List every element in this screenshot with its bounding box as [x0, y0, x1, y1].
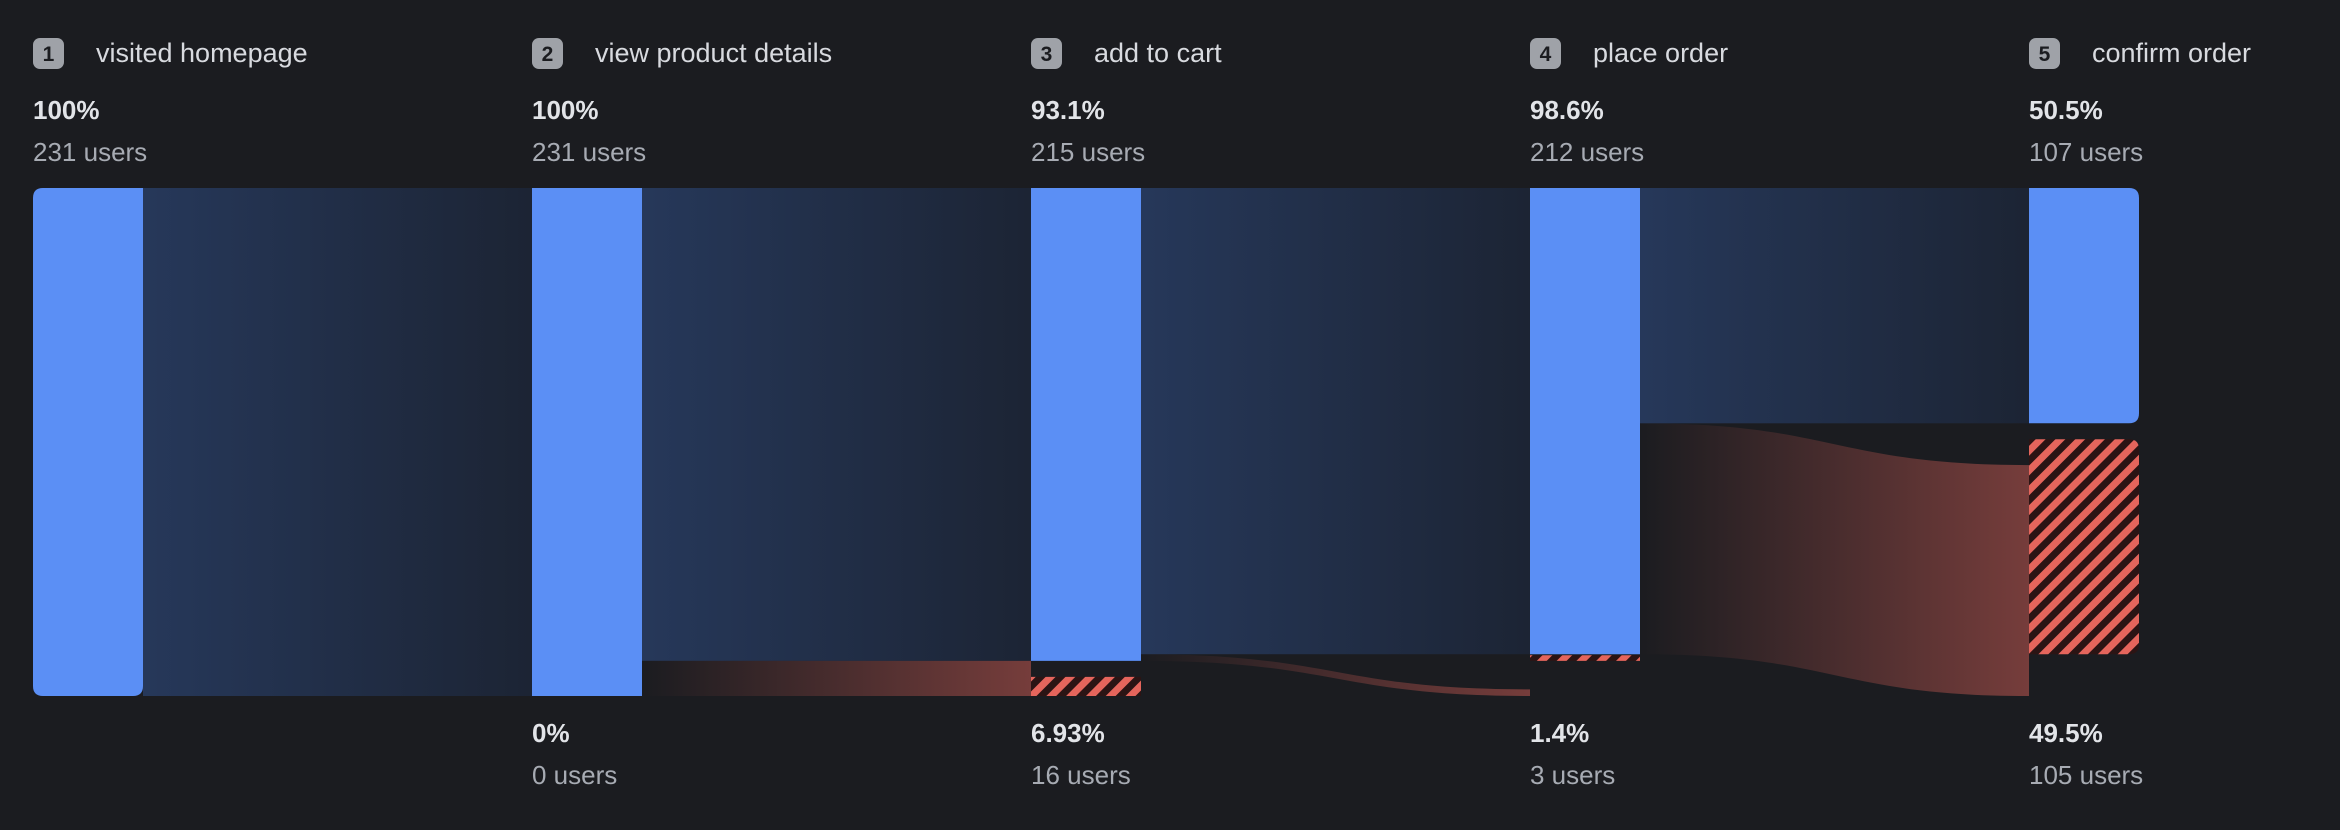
step-percent-5: 50.5%	[2029, 95, 2103, 125]
step-badge-2	[532, 38, 563, 69]
bar-layer	[33, 188, 2139, 696]
step-number-4: 4	[1540, 43, 1552, 66]
step-percent-2: 100%	[532, 95, 599, 125]
bar-converted-step-3[interactable]	[1031, 188, 1141, 661]
flow-converted-4-5	[1640, 188, 2029, 424]
bar-converted-step-2[interactable]	[532, 188, 642, 696]
step-number-2: 2	[542, 43, 554, 66]
drop-users-4: 3 users	[1530, 760, 1615, 790]
drop-percent-4: 1.4%	[1530, 718, 1589, 748]
step-badge-4	[1530, 38, 1561, 69]
step-number-5: 5	[2039, 43, 2051, 66]
step-name-3: add to cart	[1094, 38, 1222, 68]
label-layer: 1 visited homepage 100% 231 users 2 view prod…	[33, 38, 2251, 790]
flow-converted-3-4	[1141, 188, 1530, 655]
bar-converted-step-1[interactable]	[33, 188, 143, 696]
bar-dropped-step-3[interactable]	[1031, 676, 1141, 696]
step-percent-4: 98.6%	[1530, 95, 1604, 125]
step-badge-3	[1031, 38, 1062, 69]
flow-dropped-4-5	[1640, 423, 2029, 696]
step-badge-5	[2029, 38, 2060, 69]
step-name-2: view product details	[595, 38, 832, 68]
drop-users-3: 16 users	[1031, 760, 1131, 790]
drop-users-2: 0 users	[532, 760, 617, 790]
step-name-1: visited homepage	[96, 38, 308, 68]
step-users-1: 231 users	[33, 137, 147, 167]
flow-dropped-3-4	[1141, 654, 1530, 696]
bar-converted-step-4[interactable]	[1530, 188, 1640, 655]
step-users-3: 215 users	[1031, 137, 1145, 167]
step-badge-1	[33, 38, 64, 69]
flow-converted-2-3	[642, 188, 1031, 661]
flow-dropped-2-3	[642, 660, 1031, 696]
step-name-4: place order	[1593, 38, 1728, 68]
step-users-2: 231 users	[532, 137, 646, 167]
step-number-3: 3	[1041, 43, 1053, 66]
flow-layer	[143, 188, 2029, 696]
bar-dropped-step-5[interactable]	[2029, 439, 2139, 655]
step-users-5: 107 users	[2029, 137, 2143, 167]
step-percent-3: 93.1%	[1031, 95, 1105, 125]
flow-converted-1-2	[143, 188, 532, 696]
drop-users-5: 105 users	[2029, 760, 2143, 790]
step-percent-1: 100%	[33, 95, 100, 125]
drop-percent-5: 49.5%	[2029, 718, 2103, 748]
step-name-5: confirm order	[2092, 38, 2251, 68]
step-users-4: 212 users	[1530, 137, 1644, 167]
bar-converted-step-5[interactable]	[2029, 188, 2139, 424]
bar-dropped-step-4[interactable]	[1530, 655, 1640, 661]
drop-percent-3: 6.93%	[1031, 718, 1105, 748]
drop-percent-2: 0%	[532, 718, 570, 748]
step-number-1: 1	[43, 43, 55, 66]
